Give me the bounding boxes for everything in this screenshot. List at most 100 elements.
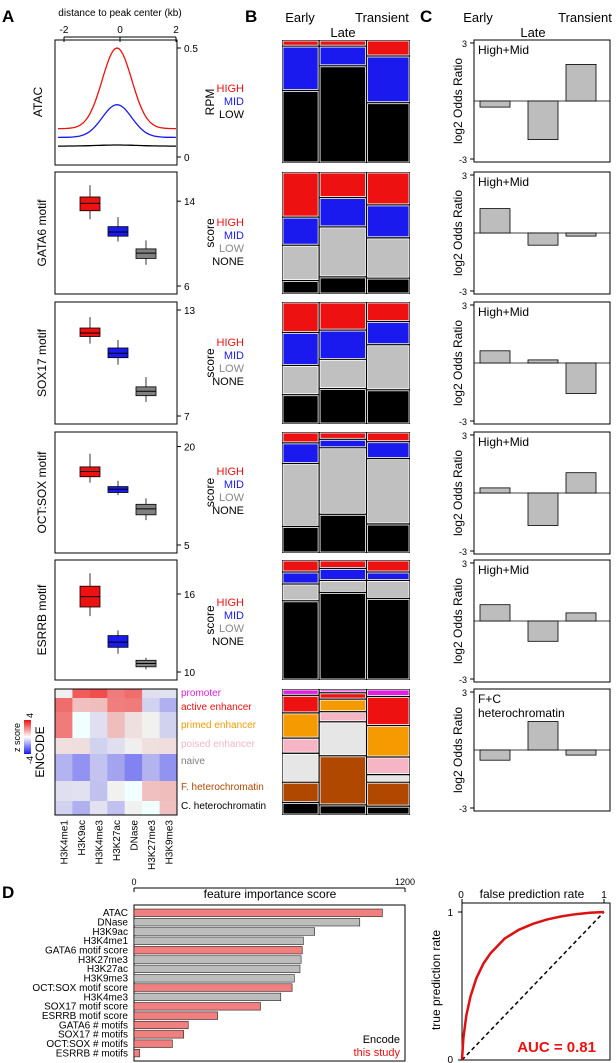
- mosaic-segment-none: [319, 514, 366, 553]
- roc-tick-one-x: 1: [601, 890, 607, 901]
- importance-bar: [133, 927, 315, 936]
- mosaic-segment-poised-enhancer: [367, 757, 410, 775]
- heatmap-cell: [124, 787, 143, 795]
- importance-feature-label: SOX17 motif score: [44, 1002, 128, 1013]
- heatmap-cell: [72, 720, 91, 730]
- odds-legend: High+Mid: [478, 563, 529, 577]
- odds-tick-label: -3: [459, 547, 467, 557]
- heatmap-cell: [142, 702, 160, 708]
- heatmap-cell: [124, 695, 143, 699]
- odds-ylabel: log2 Odds Ratio: [451, 450, 465, 536]
- importance-bar: [133, 983, 293, 992]
- heatmap-cell: [142, 743, 160, 750]
- mosaic-segment-none: [367, 390, 410, 424]
- mosaic-segment-mid: [319, 198, 366, 227]
- mosaic-segment-promoter: [319, 689, 366, 693]
- odds-legend: High+Mid: [478, 435, 529, 449]
- mosaic-segment-high: [367, 432, 410, 442]
- mosaic-segment-mid: [319, 330, 366, 359]
- top-tick-label: 2: [173, 25, 179, 36]
- mosaic-segment-low: [319, 359, 366, 388]
- heatmap-cell: [55, 712, 73, 722]
- box-low: [135, 248, 157, 259]
- odds-bar-early: [479, 487, 511, 494]
- mosaic-segment-none: [367, 599, 410, 680]
- heatmap-cell: [72, 787, 91, 795]
- mosaic-segment-high: [319, 432, 366, 439]
- importance-feature-label: H3K4me3: [84, 992, 129, 1003]
- importance-bar: [133, 1030, 184, 1039]
- mosaic-plots: [282, 40, 410, 815]
- mosaic-segment-f-heterochromatin: [282, 782, 319, 802]
- level-label-mid: MID: [224, 230, 244, 242]
- odds-ylabel: log2 Odds Ratio: [451, 320, 465, 406]
- mosaic-segment-mid: [319, 569, 366, 580]
- mosaic-segment-low: [282, 365, 319, 395]
- importance-bar: [133, 918, 361, 927]
- importance-bar: [133, 1039, 173, 1048]
- odds-bar-early: [479, 350, 511, 364]
- heatmap-cell: [159, 689, 178, 693]
- heatmap-cell: [159, 695, 178, 699]
- heatmap-cell: [89, 810, 108, 816]
- top-axis-label: distance to peak center (kb): [58, 8, 181, 19]
- panel-label-d: D: [2, 883, 14, 902]
- mosaic-segment-none: [367, 278, 410, 294]
- encode-heatmap: [54, 688, 178, 816]
- mosaic-segment-low: [319, 227, 366, 277]
- odds-bar-late: [527, 492, 559, 526]
- b-levels-esrrb: HIGH MID LOW NONE: [212, 597, 244, 648]
- heatmap-cell: [72, 729, 91, 739]
- zscore-colorbar: [24, 720, 31, 754]
- mosaic-segment-high: [282, 432, 319, 443]
- importance-bar: [133, 1049, 140, 1058]
- odds-tick-label: 3: [462, 39, 467, 49]
- mosaic-segment-low: [282, 91, 319, 163]
- top-tick-label: -2: [60, 25, 69, 36]
- importance-feature-label: ESRRB # motifs: [56, 1048, 128, 1059]
- level-label-mid: MID: [224, 350, 244, 362]
- heatmap-frame: [54, 688, 178, 816]
- odds-tick-label: 3: [462, 171, 467, 181]
- legend-this-study: this study: [354, 1047, 401, 1059]
- c-header-late: Late: [520, 25, 545, 40]
- heatmap-cell: [72, 738, 91, 744]
- panel-label-b: B: [245, 7, 257, 26]
- odds-ylabel: log2 Odds Ratio: [451, 190, 465, 276]
- score-tick-label: 14: [184, 197, 196, 208]
- mosaic-segment-promoter: [367, 689, 410, 696]
- odds-tick-label: 3: [462, 301, 467, 311]
- mosaic-segment-low: [367, 459, 410, 524]
- odds-bar-transient: [565, 232, 597, 237]
- heatmap-cell: [89, 702, 108, 708]
- mosaic-segment-none: [282, 281, 319, 294]
- heatmap-cell: [55, 738, 73, 744]
- heatmap-cell: [142, 712, 160, 722]
- importance-feature-label: H3K4me1: [84, 936, 129, 947]
- mosaic-segment-high: [282, 560, 319, 572]
- level-label-high: HIGH: [217, 217, 245, 229]
- heatmap-cell: [55, 743, 73, 750]
- heatmap-cell: [72, 754, 91, 764]
- mosaic-segment-none: [282, 527, 319, 553]
- atac-tick-label: 0.5: [184, 44, 198, 55]
- atac-line-high: [58, 47, 176, 130]
- importance-feature-label: SOX17 # motifs: [58, 1030, 128, 1041]
- importance-bar: [133, 992, 282, 1001]
- odds-bar-transient: [565, 64, 597, 102]
- state-label: C. heterochromatin: [181, 801, 266, 812]
- mosaic-segment-low: [367, 103, 410, 163]
- heatmap-cell: [55, 801, 73, 807]
- heatmap-cell: [89, 729, 108, 739]
- mosaic-segment-active-enhancer: [367, 697, 410, 725]
- heatmap-cell: [124, 738, 143, 744]
- heatmap-cell: [159, 720, 178, 730]
- level-label-mid: MID: [224, 479, 244, 491]
- odds-bar-late: [527, 721, 559, 751]
- heatmap-cell: [124, 743, 143, 750]
- heatmap-cell: [72, 763, 91, 773]
- level-label-low: LOW: [219, 492, 245, 504]
- mosaic-segment-low: [282, 464, 319, 526]
- mosaic-segment-high: [282, 172, 319, 217]
- heatmap-cell: [142, 720, 160, 730]
